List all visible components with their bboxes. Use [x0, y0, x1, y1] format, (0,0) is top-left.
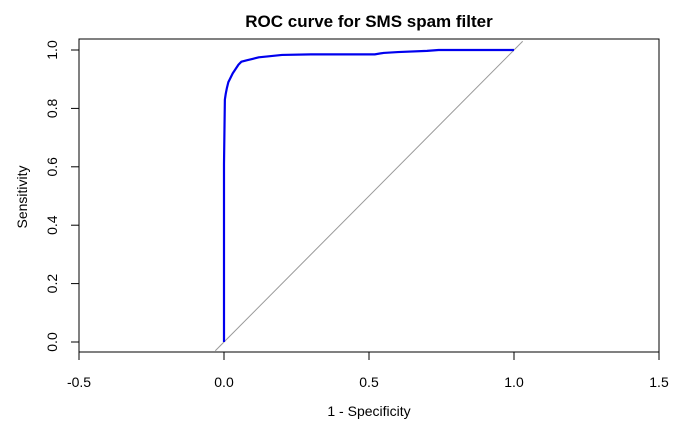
x-axis-ticks: -0.5 0.0 0.5 1.0 1.5 [67, 352, 669, 390]
y-axis-label: Sensitivity [14, 165, 30, 228]
y-tick-label: 0.6 [44, 157, 60, 177]
y-axis-ticks: 0.0 0.2 0.4 0.6 0.8 1.0 [44, 40, 79, 352]
x-tick-label: 1.0 [504, 374, 524, 390]
y-tick-label: 1.0 [44, 40, 60, 60]
chart-title: ROC curve for SMS spam filter [245, 12, 493, 31]
x-tick-label: -0.5 [67, 374, 91, 390]
y-tick-label: 0.4 [44, 215, 60, 235]
y-tick-label: 0.2 [44, 274, 60, 294]
roc-series-line [222, 48, 514, 342]
y-tick-label: 0.0 [44, 332, 60, 352]
reference-diagonal-line [214, 40, 524, 352]
x-tick-label: 1.5 [649, 374, 669, 390]
x-tick-label: 0.5 [359, 374, 379, 390]
x-tick-label: 0.0 [214, 374, 234, 390]
x-axis-label: 1 - Specificity [327, 403, 410, 419]
y-tick-label: 0.8 [44, 98, 60, 118]
